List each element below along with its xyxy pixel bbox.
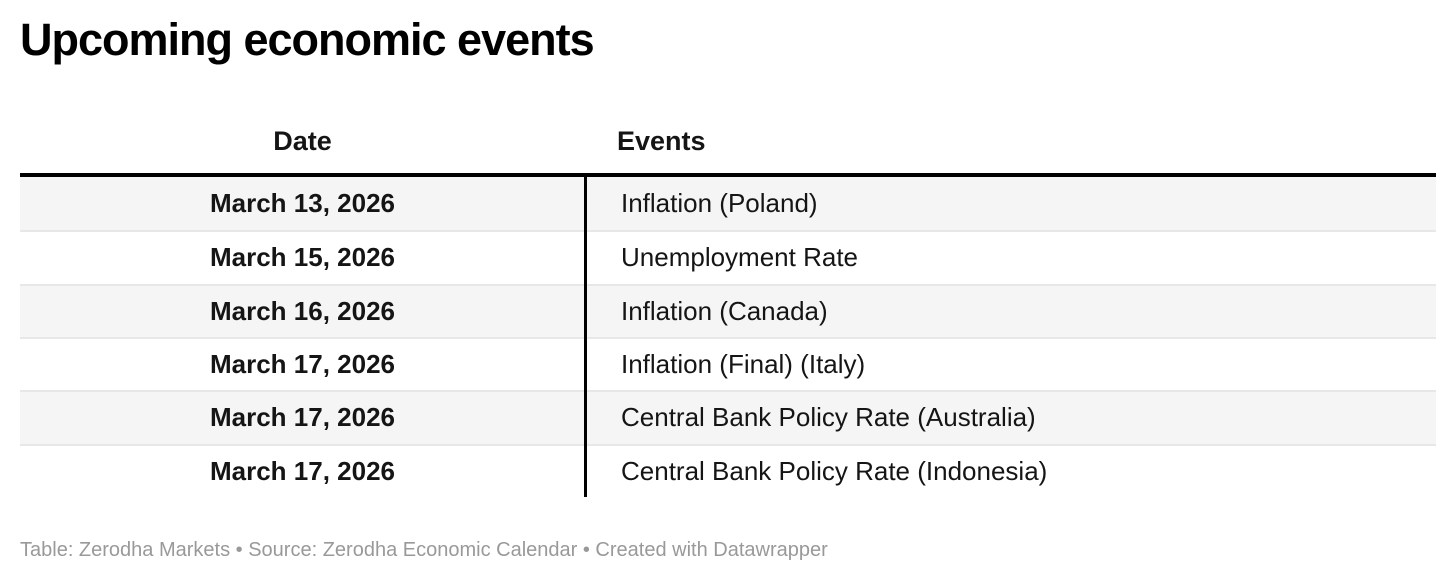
footer-byline-source-label: Table: Zerodha Markets • Source: — [20, 539, 323, 561]
table-body: March 13, 2026 Inflation (Poland) March … — [20, 177, 1436, 497]
date-cell: March 17, 2026 — [209, 455, 395, 486]
date-cell: March 17, 2026 — [209, 349, 395, 380]
date-cell: March 16, 2026 — [209, 295, 395, 326]
event-cell: Central Bank Policy Rate (Indonesia) — [621, 455, 1048, 486]
page-title: Upcoming economic events — [20, 14, 595, 65]
table-row: March 17, 2026 Central Bank Policy Rate … — [20, 443, 1436, 497]
event-cell: Inflation (Poland) — [621, 188, 818, 219]
event-cell: Inflation (Canada) — [621, 295, 828, 326]
table-row: March 16, 2026 Inflation (Canada) — [20, 283, 1436, 337]
attribution-footer: Table: Zerodha Markets • Source: Zerodha… — [20, 537, 828, 563]
column-header-date: Date — [273, 126, 332, 156]
table-row: March 13, 2026 Inflation (Poland) — [20, 177, 1436, 231]
table-header-row: Date Events — [20, 110, 1436, 177]
event-cell: Inflation (Final) (Italy) — [621, 349, 866, 380]
column-divider — [584, 177, 587, 497]
footer-created-with-label: • Created with — [577, 539, 714, 561]
events-table: Date Events March 13, 2026 Inflation (Po… — [20, 110, 1436, 497]
table-row: March 17, 2026 Central Bank Policy Rate … — [20, 390, 1436, 444]
date-cell: March 15, 2026 — [209, 242, 395, 273]
event-cell: Unemployment Rate — [621, 242, 858, 273]
date-cell: March 13, 2026 — [209, 188, 395, 219]
datawrapper-link[interactable]: Datawrapper — [713, 539, 828, 561]
source-link[interactable]: Zerodha Economic Calendar — [322, 539, 578, 561]
date-cell: March 17, 2026 — [209, 402, 395, 433]
column-header-events: Events — [617, 126, 706, 156]
table-row: March 15, 2026 Unemployment Rate — [20, 230, 1436, 283]
event-cell: Central Bank Policy Rate (Australia) — [621, 402, 1036, 433]
table-row: March 17, 2026 Inflation (Final) (Italy) — [20, 336, 1436, 390]
